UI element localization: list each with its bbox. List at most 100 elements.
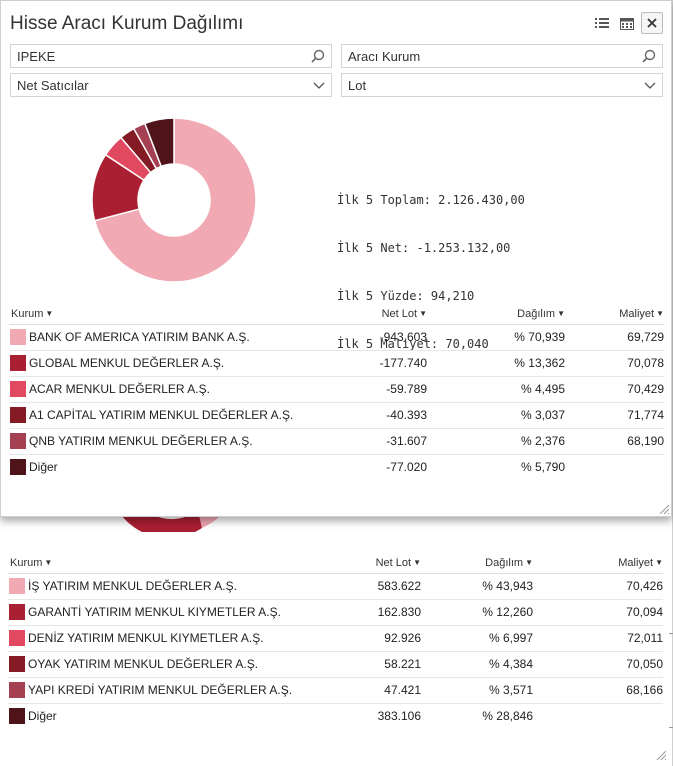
color-swatch: [9, 604, 25, 620]
color-swatch: [9, 682, 25, 698]
row-dagilim: % 28,846: [482, 709, 533, 724]
row-net-lot: 383.106: [377, 709, 421, 724]
row-net-lot: -77.020: [386, 460, 427, 475]
row-broker-name: Diğer: [29, 460, 58, 475]
edge-mark: [669, 727, 673, 728]
col-kurum[interactable]: Kurum ▼: [8, 553, 318, 574]
table-header-row: Kurum ▼ Net Lot ▼ Dağılım ▼ Maliyet ▼: [8, 553, 663, 574]
row-broker-name: A1 CAPİTAL YATIRIM MENKUL DEĞERLER A.Ş.: [29, 408, 294, 422]
row-net-lot: -177.740: [314, 350, 427, 377]
distribution-donut-chart: [91, 117, 257, 283]
row-maliyet: [533, 703, 663, 729]
unit-select[interactable]: Lot: [341, 73, 663, 97]
row-net-lot: 47.421: [318, 677, 421, 704]
row-net-lot: 92.926: [318, 625, 421, 652]
row-dagilim: % 13,362: [427, 350, 565, 377]
row-maliyet: 69,729: [565, 324, 664, 351]
row-maliyet: 70,078: [565, 350, 664, 377]
list-view-button[interactable]: [591, 12, 613, 34]
col-net-lot[interactable]: Net Lot ▼: [314, 304, 427, 325]
row-broker: İŞ YATIRIM MENKUL DEĞERLER A.Ş.: [8, 573, 318, 600]
row-net-lot: 583.622: [318, 573, 421, 600]
row-broker: ACAR MENKUL DEĞERLER A.Ş.: [9, 376, 314, 403]
color-swatch: [10, 381, 26, 397]
col-maliyet[interactable]: Maliyet ▼: [533, 553, 663, 574]
table-row[interactable]: ACAR MENKUL DEĞERLER A.Ş. -59.789% 4,495 7…: [9, 376, 664, 403]
row-dagilim: % 5,790: [520, 460, 565, 475]
row-maliyet: 70,429: [565, 376, 664, 403]
table-row[interactable]: DENİZ YATIRIM MENKUL KIYMETLER A.Ş. 92.92…: [8, 625, 663, 652]
row-net-lot: -943.603: [314, 324, 427, 351]
table-row[interactable]: OYAK YATIRIM MENKUL DEĞERLER A.Ş. 58.221%…: [8, 651, 663, 678]
color-swatch: [9, 578, 25, 594]
front-broker-table: Kurum ▼ Net Lot ▼ Dağılım ▼ Maliyet ▼ BANK O…: [9, 304, 664, 480]
summary-total: İlk 5 Toplam: 2.126.430,00: [337, 193, 525, 207]
color-swatch: [9, 630, 25, 646]
table-row[interactable]: GLOBAL MENKUL DEĞERLER A.Ş. -177.740% 13,…: [9, 350, 664, 377]
row-net-lot: -59.789: [314, 376, 427, 403]
col-dagilim[interactable]: Dağılım ▼: [427, 304, 565, 325]
row-broker: Diğer: [9, 454, 314, 480]
row-broker-name: GARANTİ YATIRIM MENKUL KIYMETLER A.Ş.: [28, 605, 281, 619]
chevron-down-icon: [313, 82, 325, 89]
calendar-icon: [620, 17, 634, 30]
edge-mark: [669, 633, 673, 634]
broker-input-field[interactable]: [341, 44, 663, 68]
col-maliyet[interactable]: Maliyet ▼: [565, 304, 664, 325]
row-maliyet: 68,166: [533, 677, 663, 704]
calendar-button[interactable]: [616, 12, 638, 34]
broker-input[interactable]: [348, 48, 615, 64]
close-button[interactable]: [641, 12, 663, 34]
row-maliyet: 70,094: [533, 599, 663, 626]
row-broker: Diğer: [8, 703, 318, 729]
filter-select-value: Net Satıcılar: [17, 77, 89, 93]
row-broker: A1 CAPİTAL YATIRIM MENKUL DEĞERLER A.Ş.: [9, 402, 314, 429]
row-broker: BANK OF AMERICA YATIRIM BANK A.Ş.: [9, 324, 314, 351]
row-broker-name: YAPI KREDİ YATIRIM MENKUL DEĞERLER A.Ş.: [28, 683, 293, 697]
col-net-lot[interactable]: Net Lot ▼: [318, 553, 421, 574]
row-broker-name: ACAR MENKUL DEĞERLER A.Ş.: [29, 382, 210, 396]
chevron-down-icon: [644, 82, 656, 89]
row-dagilim: % 4,495: [427, 376, 565, 403]
row-dagilim: % 2,376: [427, 428, 565, 455]
color-swatch: [9, 708, 25, 725]
row-net-lot: -31.607: [314, 428, 427, 455]
resize-grip-icon[interactable]: [656, 750, 666, 760]
summary-net: İlk 5 Net: -1.253.132,00: [337, 241, 511, 255]
row-dagilim: % 6,997: [421, 625, 533, 652]
filter-select[interactable]: Net Satıcılar: [10, 73, 332, 97]
table-row[interactable]: İŞ YATIRIM MENKUL DEĞERLER A.Ş. 583.622% …: [8, 573, 663, 600]
search-icon[interactable]: [311, 49, 325, 63]
broker-distribution-window: Hisse Aracı Kurum Dağılımı: [0, 0, 672, 517]
donut-slice[interactable]: [93, 117, 257, 283]
list-icon: [595, 18, 609, 28]
unit-select-value: Lot: [348, 77, 367, 93]
row-broker-name: İŞ YATIRIM MENKUL DEĞERLER A.Ş.: [28, 579, 237, 593]
table-row[interactable]: BANK OF AMERICA YATIRIM BANK A.Ş. -943.60…: [9, 324, 664, 351]
background-broker-table: Kurum ▼ Net Lot ▼ Dağılım ▼ Maliyet ▼ İŞ YAT…: [8, 553, 663, 729]
row-net-lot: 162.830: [318, 599, 421, 626]
table-row[interactable]: QNB YATIRIM MENKUL DEĞERLER A.Ş. -31.607%…: [9, 428, 664, 455]
col-dagilim[interactable]: Dağılım ▼: [421, 553, 533, 574]
row-broker: YAPI KREDİ YATIRIM MENKUL DEĞERLER A.Ş.: [8, 677, 318, 704]
row-broker: GARANTİ YATIRIM MENKUL KIYMETLER A.Ş.: [8, 599, 318, 626]
row-broker-name: OYAK YATIRIM MENKUL DEĞERLER A.Ş.: [28, 657, 259, 671]
row-broker: DENİZ YATIRIM MENKUL KIYMETLER A.Ş.: [8, 625, 318, 652]
table-row[interactable]: GARANTİ YATIRIM MENKUL KIYMETLER A.Ş. 162…: [8, 599, 663, 626]
donut-slice[interactable]: [143, 117, 175, 168]
resize-grip-icon[interactable]: [659, 504, 669, 514]
search-icon[interactable]: [642, 49, 656, 63]
symbol-input[interactable]: [17, 48, 284, 64]
table-header-row: Kurum ▼ Net Lot ▼ Dağılım ▼ Maliyet ▼: [9, 304, 664, 325]
row-maliyet: 68,190: [565, 428, 664, 455]
row-dagilim: % 70,939: [427, 324, 565, 351]
table-row[interactable]: A1 CAPİTAL YATIRIM MENKUL DEĞERLER A.Ş. -…: [9, 402, 664, 429]
table-row[interactable]: Diğer 383.106 % 28,846: [8, 703, 663, 729]
row-broker-name: QNB YATIRIM MENKUL DEĞERLER A.Ş.: [29, 434, 253, 448]
table-row[interactable]: Diğer -77.020 % 5,790: [9, 454, 664, 480]
row-net-lot: 58.221: [318, 651, 421, 678]
symbol-input-field[interactable]: [10, 44, 332, 68]
table-row[interactable]: YAPI KREDİ YATIRIM MENKUL DEĞERLER A.Ş. 4…: [8, 677, 663, 704]
col-kurum[interactable]: Kurum ▼: [9, 304, 314, 325]
row-maliyet: [565, 454, 664, 480]
